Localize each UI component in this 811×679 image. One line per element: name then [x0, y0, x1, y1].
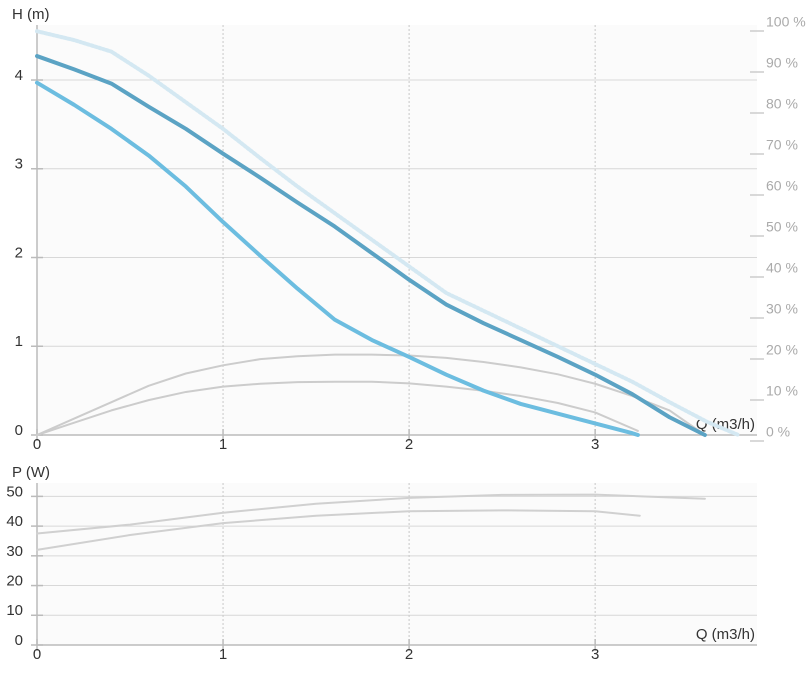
curve [35, 54, 707, 437]
plot-area [37, 25, 757, 435]
y-tick-label: 1 [15, 333, 23, 350]
curve [36, 380, 639, 436]
y-tick-label: 40 [6, 513, 23, 530]
y-tick-label: 4 [15, 67, 23, 84]
x-tick-label: 1 [219, 436, 227, 453]
y-tick-label: 30 [6, 543, 23, 560]
y2-tick-label: 40 % [766, 260, 798, 276]
curve [36, 509, 641, 551]
x-tick-label: 1 [219, 646, 227, 663]
y2-tick-label: 0 % [766, 424, 790, 440]
y2-tick-label: 10 % [766, 383, 798, 399]
x-axis-label: Q (m3/h) [696, 626, 755, 643]
y2-tick-label: 100 % [766, 14, 806, 30]
curve [35, 80, 640, 437]
x-tick-label: 0 [33, 436, 41, 453]
y-axis-label: H (m) [12, 6, 50, 23]
x-tick-label: 2 [405, 646, 413, 663]
y2-tick-label: 60 % [766, 178, 798, 194]
y2-tick-label: 20 % [766, 342, 798, 358]
y-tick-label: 2 [15, 244, 23, 261]
y-tick-label: 3 [15, 156, 23, 173]
curve [36, 353, 706, 436]
y-tick-label: 0 [15, 422, 23, 439]
y2-tick-label: 70 % [766, 137, 798, 153]
y2-tick-label: 80 % [766, 96, 798, 112]
curve [35, 29, 741, 437]
y-tick-label: 0 [15, 632, 23, 649]
x-tick-label: 3 [591, 436, 599, 453]
x-tick-label: 3 [591, 646, 599, 663]
plot-area [37, 483, 757, 645]
x-tick-label: 2 [405, 436, 413, 453]
y-tick-label: 10 [6, 602, 23, 619]
x-axis-label: Q (m3/h) [696, 416, 755, 433]
y2-tick-label: 50 % [766, 219, 798, 235]
y2-tick-label: 90 % [766, 55, 798, 71]
x-tick-label: 0 [33, 646, 41, 663]
y-tick-label: 20 [6, 573, 23, 590]
y-tick-label: 50 [6, 483, 23, 500]
y2-tick-label: 30 % [766, 301, 798, 317]
curve [36, 493, 706, 535]
y-axis-label: P (W) [12, 464, 50, 481]
